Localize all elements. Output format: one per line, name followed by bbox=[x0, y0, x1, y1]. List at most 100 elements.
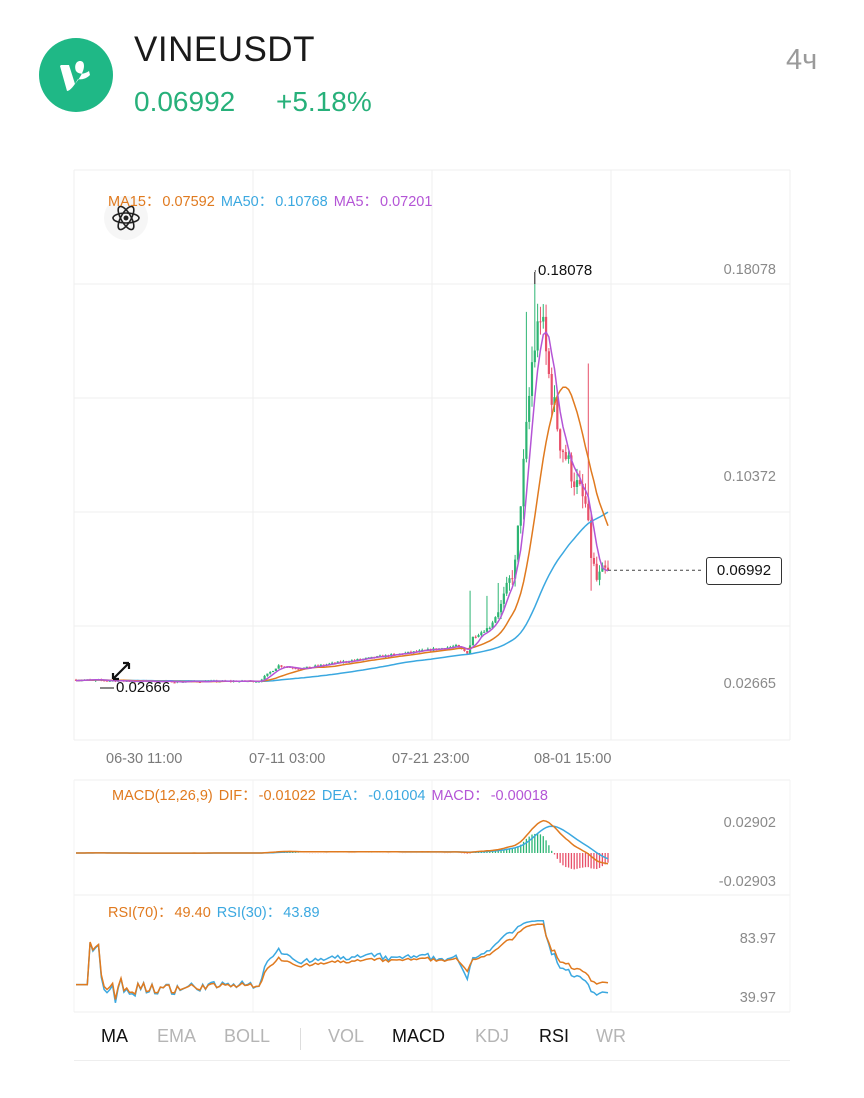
candle-body bbox=[454, 645, 458, 647]
candle-body bbox=[604, 565, 607, 568]
rsi30-label: RSI(30)： bbox=[216, 905, 282, 921]
vine-logo-icon bbox=[39, 38, 113, 112]
candle-body bbox=[131, 681, 134, 683]
candle-body bbox=[494, 617, 497, 623]
tab-boll[interactable]: BOLL bbox=[224, 1026, 271, 1046]
candle-body bbox=[463, 648, 466, 651]
candle-body bbox=[277, 665, 280, 669]
candle-body bbox=[263, 675, 266, 680]
candle-body bbox=[336, 661, 339, 664]
rsi-legend: RSI(70)： 49.40 RSI(30)： 43.89 bbox=[108, 901, 322, 922]
macd-value: -0.00018 bbox=[490, 788, 548, 804]
candle-body bbox=[308, 666, 311, 668]
candle-body bbox=[421, 649, 424, 651]
ma15-label: MA15： bbox=[108, 194, 161, 210]
candle-body bbox=[471, 636, 474, 646]
expand-icon[interactable] bbox=[110, 660, 132, 682]
candle-body bbox=[556, 397, 559, 430]
candle-body bbox=[567, 455, 570, 459]
candle-body bbox=[530, 362, 534, 396]
candle-body bbox=[319, 664, 322, 667]
ma50-line bbox=[75, 511, 609, 683]
indicator-tabs: MA EMA BOLL VOL MACD KDJ RSI WR bbox=[74, 1026, 790, 1052]
candle-body bbox=[511, 578, 514, 580]
candle-body bbox=[544, 316, 548, 352]
candle-body bbox=[536, 321, 539, 351]
tab-ema[interactable]: EMA bbox=[157, 1026, 197, 1046]
symbol-title: VINEUSDT bbox=[134, 30, 315, 69]
rsi-tick-label: 83.97 bbox=[739, 931, 776, 947]
candle-body bbox=[198, 681, 201, 683]
timeframe-selector[interactable]: 4ч bbox=[786, 44, 818, 76]
candle-body bbox=[156, 682, 159, 684]
macd-title: MACD(12,26,9) bbox=[112, 788, 213, 804]
rsi30-value: 43.89 bbox=[283, 905, 320, 921]
macd-label: MACD： bbox=[431, 788, 489, 804]
dea-label: DEA： bbox=[321, 788, 367, 804]
y-tick-label: 0.10372 bbox=[723, 469, 776, 485]
candle-body bbox=[519, 506, 522, 526]
dea-value: -0.01004 bbox=[368, 788, 426, 804]
candle-body bbox=[539, 321, 542, 323]
candle-body bbox=[474, 636, 477, 638]
candle-body bbox=[297, 668, 300, 670]
candle-body bbox=[497, 612, 500, 618]
candle-body bbox=[514, 559, 517, 579]
dif-label: DIF： bbox=[218, 788, 257, 804]
candle-body bbox=[525, 421, 528, 459]
current-price-tag: 0.06992 bbox=[706, 557, 782, 585]
dif-value: -0.01022 bbox=[258, 788, 316, 804]
tab-kdj[interactable]: KDJ bbox=[475, 1026, 510, 1046]
candle-body bbox=[570, 455, 573, 482]
candle-body bbox=[488, 627, 491, 629]
candle-body bbox=[409, 651, 413, 653]
candle-body bbox=[305, 666, 308, 668]
moving-average-lines bbox=[75, 331, 609, 683]
macd-panel bbox=[76, 819, 609, 870]
price-change-percent: +5.18% bbox=[276, 86, 372, 117]
candle-body bbox=[522, 458, 525, 507]
candle-body bbox=[173, 682, 176, 684]
candle-body bbox=[547, 351, 550, 374]
candle-body bbox=[575, 480, 579, 488]
candle-body bbox=[584, 496, 587, 504]
ma50-value: 0.10768 bbox=[275, 194, 328, 210]
ma15-line bbox=[75, 386, 609, 683]
candle-body bbox=[508, 578, 511, 583]
tabs-divider bbox=[300, 1028, 301, 1050]
tab-vol[interactable]: VOL bbox=[328, 1026, 365, 1046]
rsi70-label: RSI(70)： bbox=[108, 905, 173, 921]
candle-body bbox=[516, 525, 520, 560]
macd-tick-label: 0.02902 bbox=[723, 815, 776, 831]
indicator-settings-icon[interactable] bbox=[104, 196, 148, 240]
y-tick-label: 0.02665 bbox=[723, 676, 776, 692]
ma5-line bbox=[75, 331, 609, 683]
last-price: 0.06992 bbox=[134, 86, 236, 117]
candle-body bbox=[499, 603, 503, 613]
low-price-label: 0.02666 bbox=[116, 679, 171, 696]
rsi-panel bbox=[76, 919, 609, 1003]
candle-body bbox=[269, 672, 272, 674]
dif-line bbox=[76, 819, 609, 865]
candle-body bbox=[595, 563, 598, 580]
tab-macd[interactable]: MACD bbox=[392, 1026, 445, 1046]
candle-body bbox=[331, 662, 334, 664]
candlesticks bbox=[74, 284, 610, 684]
x-tick-label: 08-01 15:00 bbox=[534, 751, 612, 767]
tab-rsi[interactable]: RSI bbox=[539, 1026, 570, 1046]
candle-body bbox=[587, 503, 590, 521]
candle-body bbox=[542, 316, 545, 322]
high-price-label: 0.18078 bbox=[538, 262, 593, 279]
candle-body bbox=[592, 557, 596, 564]
tab-ma[interactable]: MA bbox=[101, 1026, 128, 1046]
candle-body bbox=[407, 651, 410, 653]
candle-body bbox=[606, 567, 610, 571]
macd-legend: MACD(12,26,9) DIF： -0.01022 DEA： -0.01004 … bbox=[112, 784, 550, 805]
candle-body bbox=[485, 628, 489, 632]
candle-body bbox=[564, 452, 567, 459]
tab-wr[interactable]: WR bbox=[596, 1026, 626, 1046]
candle-body bbox=[550, 373, 553, 405]
candle-body bbox=[561, 450, 565, 453]
rsi-tick-label: 39.97 bbox=[739, 990, 776, 1006]
